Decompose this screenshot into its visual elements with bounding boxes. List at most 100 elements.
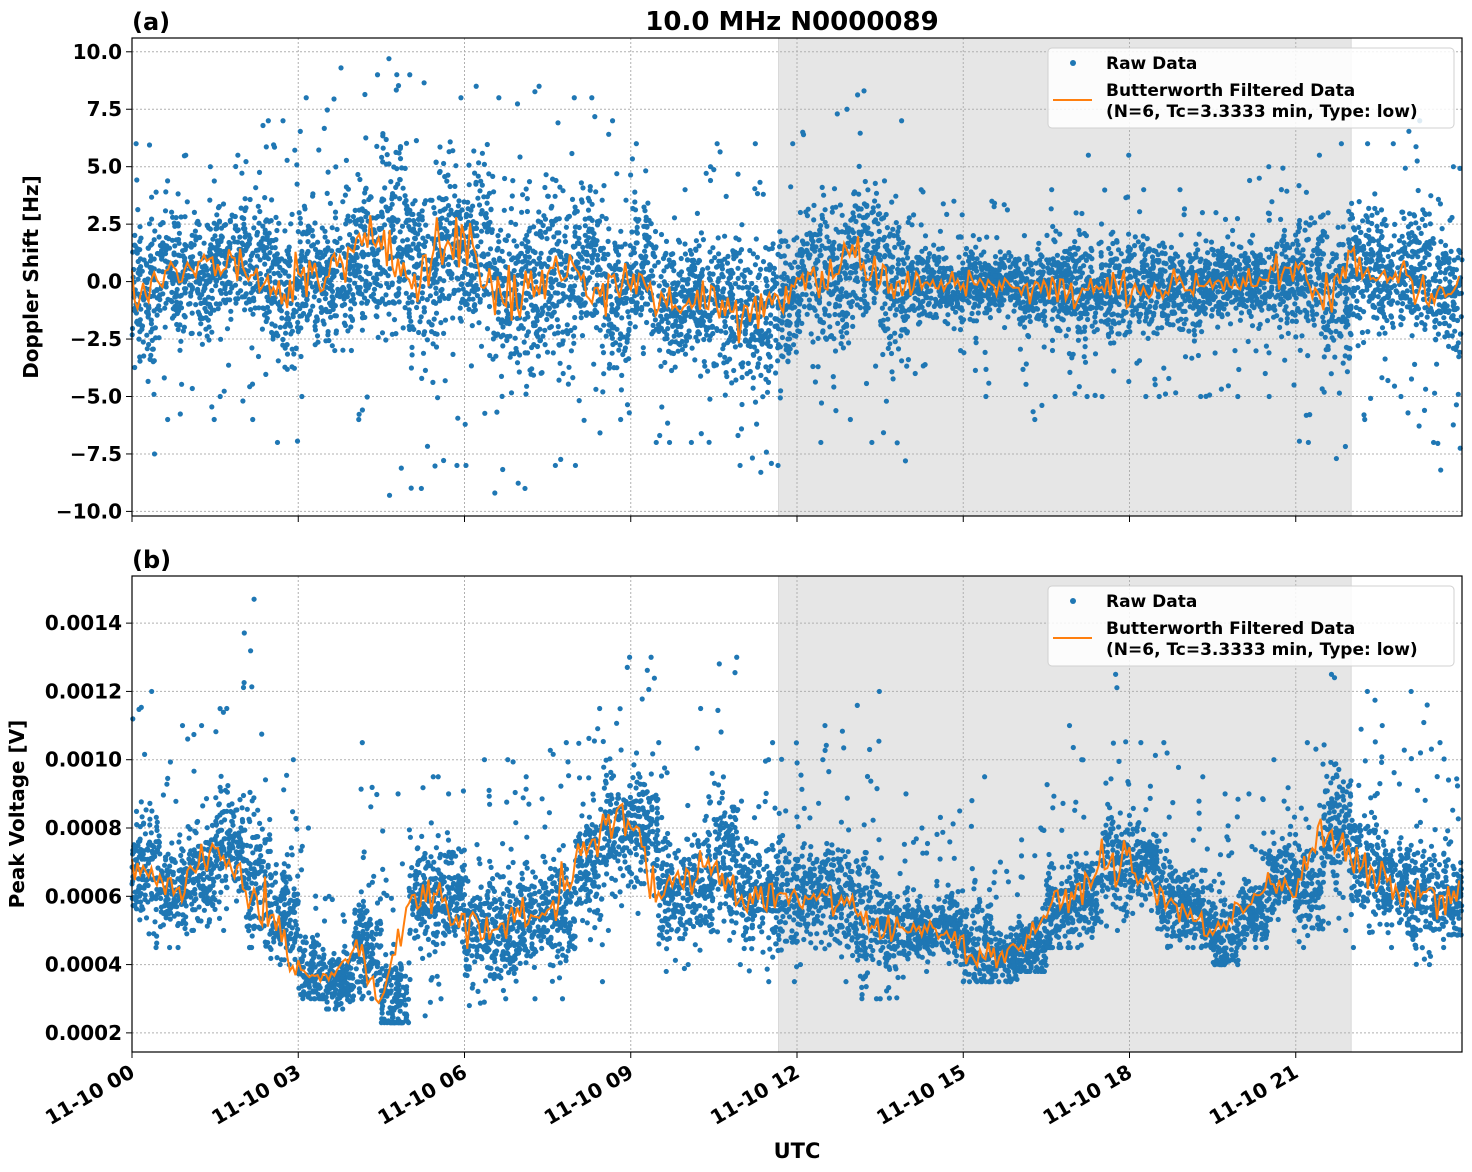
raw-data-point [973,318,980,324]
raw-data-point [683,338,690,344]
raw-data-point [1044,232,1050,238]
raw-data-point [625,332,631,338]
raw-data-point [492,490,498,496]
raw-data-point [580,244,586,250]
raw-data-point [540,333,546,339]
raw-data-point [739,401,745,408]
raw-data-point [385,273,391,279]
raw-data-point [668,350,675,356]
raw-data-point [764,389,771,395]
raw-data-point [525,291,532,297]
raw-data-point [241,221,247,227]
raw-data-point [175,223,181,229]
raw-data-point [846,340,852,346]
raw-data-point [720,346,726,352]
raw-data-point [220,201,227,207]
raw-data-point [321,321,327,327]
raw-data-point [374,314,380,320]
raw-data-point [379,211,385,217]
raw-data-point [804,311,810,317]
raw-data-point [359,276,365,282]
raw-data-point [265,118,271,124]
raw-data-point [325,245,331,251]
raw-data-point [593,386,599,392]
raw-data-point [445,203,452,209]
raw-data-point [1073,210,1079,216]
raw-data-point [364,300,370,306]
raw-data-point [196,221,202,228]
raw-data-point [640,350,647,357]
raw-data-point [398,254,404,260]
raw-data-point [352,301,358,307]
raw-data-point [817,247,823,253]
raw-data-point [177,347,183,353]
raw-data-point [332,209,339,215]
raw-data-point [262,195,268,201]
raw-data-point [883,398,890,404]
raw-data-point [899,327,905,333]
raw-data-point [537,260,543,266]
raw-data-point [791,237,797,243]
raw-data-point [863,202,869,208]
raw-data-point [337,294,343,300]
raw-data-point [621,288,627,294]
raw-data-point [753,236,759,242]
raw-data-point [682,251,689,257]
raw-data-point [572,229,578,235]
raw-data-point [399,223,406,229]
raw-data-point [583,251,589,257]
raw-data-point [732,281,739,287]
raw-data-point [777,244,783,250]
raw-data-point [275,358,281,364]
raw-data-point [522,258,528,264]
raw-data-point [831,186,838,192]
raw-data-point [756,274,762,280]
raw-data-point [296,283,302,290]
raw-data-point [226,239,232,246]
raw-data-point [768,333,774,339]
raw-data-point [705,368,711,374]
raw-data-point [406,295,412,301]
raw-data-point [579,333,586,339]
raw-data-point [556,342,563,348]
raw-data-point [242,229,248,235]
raw-data-point [209,404,215,410]
raw-data-point [204,333,210,339]
raw-data-point [922,233,929,239]
raw-data-point [213,283,219,289]
raw-data-point [156,303,162,309]
raw-data-point [132,308,138,314]
raw-data-point [609,335,616,341]
raw-data-point [738,298,744,304]
raw-data-point [775,462,781,469]
raw-data-point [538,250,544,256]
raw-data-point [732,249,738,255]
raw-data-point [501,278,507,284]
raw-data-point [530,372,537,378]
raw-data-point [408,318,414,324]
raw-data-point [594,265,600,271]
raw-data-point [298,258,304,264]
raw-data-point [299,393,305,400]
raw-data-point [504,334,510,340]
raw-data-point [187,254,193,260]
raw-data-point [961,317,967,323]
raw-data-point [230,213,236,219]
raw-data-point [744,371,750,377]
raw-data-point [514,101,521,107]
raw-data-point [1002,253,1008,259]
raw-data-point [833,408,839,414]
raw-data-point [673,291,679,298]
raw-data-point [589,260,595,266]
raw-data-point [203,315,209,321]
raw-data-point [437,144,443,150]
raw-data-point [197,251,203,257]
raw-data-point [613,340,619,346]
raw-data-point [531,224,537,230]
raw-data-point [696,257,702,263]
raw-data-point [518,250,524,257]
raw-data-point [556,230,562,236]
raw-data-point [994,235,1000,241]
raw-data-point [865,187,871,193]
raw-data-point [144,262,150,268]
